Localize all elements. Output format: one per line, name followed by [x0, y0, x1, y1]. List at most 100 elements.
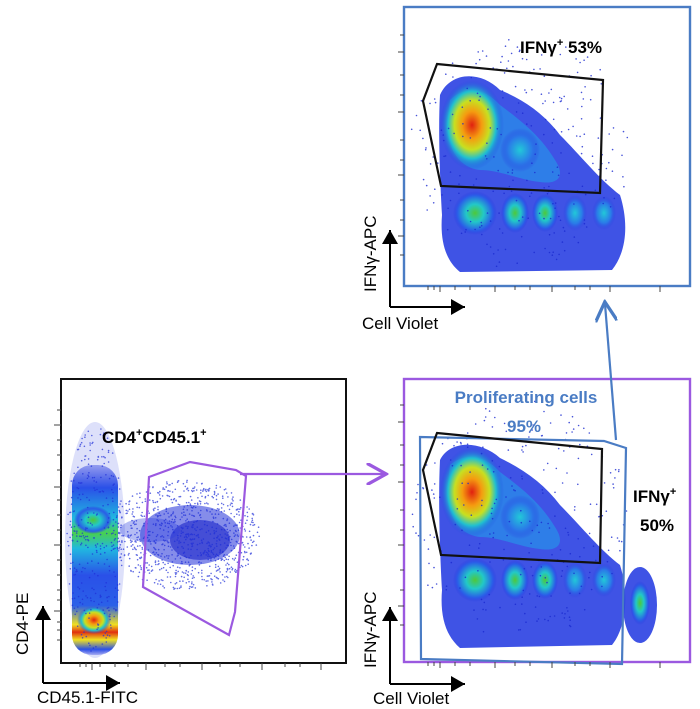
scatter-dot	[196, 526, 199, 528]
scatter-dot	[252, 524, 254, 527]
scatter-dot	[161, 543, 163, 546]
scatter-dot	[207, 580, 209, 582]
scatter-dot	[583, 608, 586, 611]
scatter-dot	[106, 437, 109, 440]
scatter-dot	[149, 554, 152, 557]
scatter-dot	[477, 570, 479, 572]
scatter-dot	[163, 548, 165, 551]
bottom-right-ifng-gate[interactable]	[421, 431, 604, 565]
scatter-dot	[508, 185, 511, 188]
scatter-dot	[193, 521, 195, 523]
scatter-dot	[618, 540, 620, 542]
scatter-dot	[76, 625, 79, 627]
scatter-dot	[96, 628, 98, 631]
scatter-dot	[425, 147, 427, 149]
scatter-dot	[86, 596, 89, 599]
scatter-dot	[199, 528, 201, 531]
scatter-dot	[68, 583, 71, 585]
scatter-dot	[558, 253, 560, 256]
scatter-dot	[205, 531, 208, 534]
scatter-dot	[539, 68, 541, 70]
scatter-dot	[561, 570, 564, 572]
scatter-dot	[159, 514, 162, 517]
scatter-dot	[156, 500, 159, 503]
scatter-dot	[553, 128, 556, 131]
scatter-dot	[163, 488, 166, 491]
scatter-dot	[157, 506, 159, 508]
scatter-dot	[174, 488, 177, 491]
scatter-dot	[569, 552, 572, 555]
scatter-dot	[212, 496, 215, 499]
scatter-dot	[207, 553, 210, 556]
scatter-dot	[501, 55, 503, 58]
scatter-dot	[445, 585, 448, 587]
scatter-dot	[187, 525, 189, 528]
scatter-dot	[103, 433, 105, 436]
scatter-dot	[75, 532, 78, 534]
scatter-dot	[86, 477, 89, 480]
scatter-dot	[172, 531, 175, 534]
scatter-dot	[563, 617, 566, 619]
scatter-dot	[175, 573, 177, 575]
scatter-dot	[176, 566, 179, 568]
scatter-dot	[543, 187, 545, 189]
scatter-dot	[131, 519, 133, 522]
scatter-dot	[495, 498, 498, 501]
scatter-dot	[555, 467, 558, 470]
scatter-dot	[443, 139, 445, 142]
scatter-dot	[617, 470, 620, 473]
top-right-ticks	[398, 34, 661, 292]
scatter-dot	[133, 523, 136, 526]
scatter-dot	[136, 539, 138, 541]
scatter-dot	[589, 98, 592, 101]
scatter-dot	[73, 574, 75, 576]
scatter-dot	[91, 587, 93, 589]
scatter-dot	[102, 609, 104, 611]
scatter-dot	[456, 508, 459, 510]
scatter-dot	[104, 585, 106, 588]
scatter-dot	[191, 577, 194, 579]
scatter-dot	[230, 566, 233, 568]
scatter-dot	[177, 537, 179, 539]
scatter-dot	[487, 108, 489, 110]
scatter-dot	[113, 539, 116, 541]
scatter-dot	[549, 615, 551, 618]
scatter-dot	[124, 540, 126, 543]
scatter-dot	[190, 542, 193, 545]
scatter-dot	[251, 541, 254, 544]
scatter-dot	[552, 202, 554, 205]
scatter-dot	[188, 513, 191, 515]
scatter-dot	[417, 534, 420, 537]
scatter-dot	[171, 491, 174, 493]
scatter-dot	[84, 567, 86, 570]
scatter-dot	[204, 549, 206, 552]
scatter-dot	[569, 592, 571, 594]
scatter-dot	[211, 495, 213, 498]
scatter-dot	[155, 563, 157, 566]
scatter-dot	[588, 532, 591, 535]
proliferating-gate[interactable]	[418, 435, 628, 666]
left-gate[interactable]	[141, 460, 248, 637]
top-right-gate[interactable]	[421, 62, 605, 195]
scatter-dot	[79, 445, 81, 447]
scatter-dot	[173, 497, 176, 500]
scatter-dot	[474, 423, 477, 425]
scatter-dot	[195, 534, 198, 537]
scatter-dot	[71, 534, 74, 536]
scatter-dot	[92, 537, 95, 539]
scatter-dot	[498, 228, 501, 230]
scatter-dot	[577, 424, 580, 427]
scatter-dot	[466, 443, 469, 446]
scatter-dot	[167, 526, 170, 529]
scatter-dot	[81, 598, 84, 601]
scatter-dot	[415, 114, 418, 117]
scatter-dot	[504, 45, 507, 47]
scatter-dot	[169, 484, 171, 486]
scatter-dot	[232, 545, 235, 547]
scatter-dot	[415, 532, 417, 534]
scatter-dot	[605, 167, 608, 170]
scatter-dot	[220, 528, 223, 531]
scatter-dot	[209, 511, 211, 513]
scatter-dot	[419, 129, 422, 132]
scatter-dot	[80, 459, 83, 462]
